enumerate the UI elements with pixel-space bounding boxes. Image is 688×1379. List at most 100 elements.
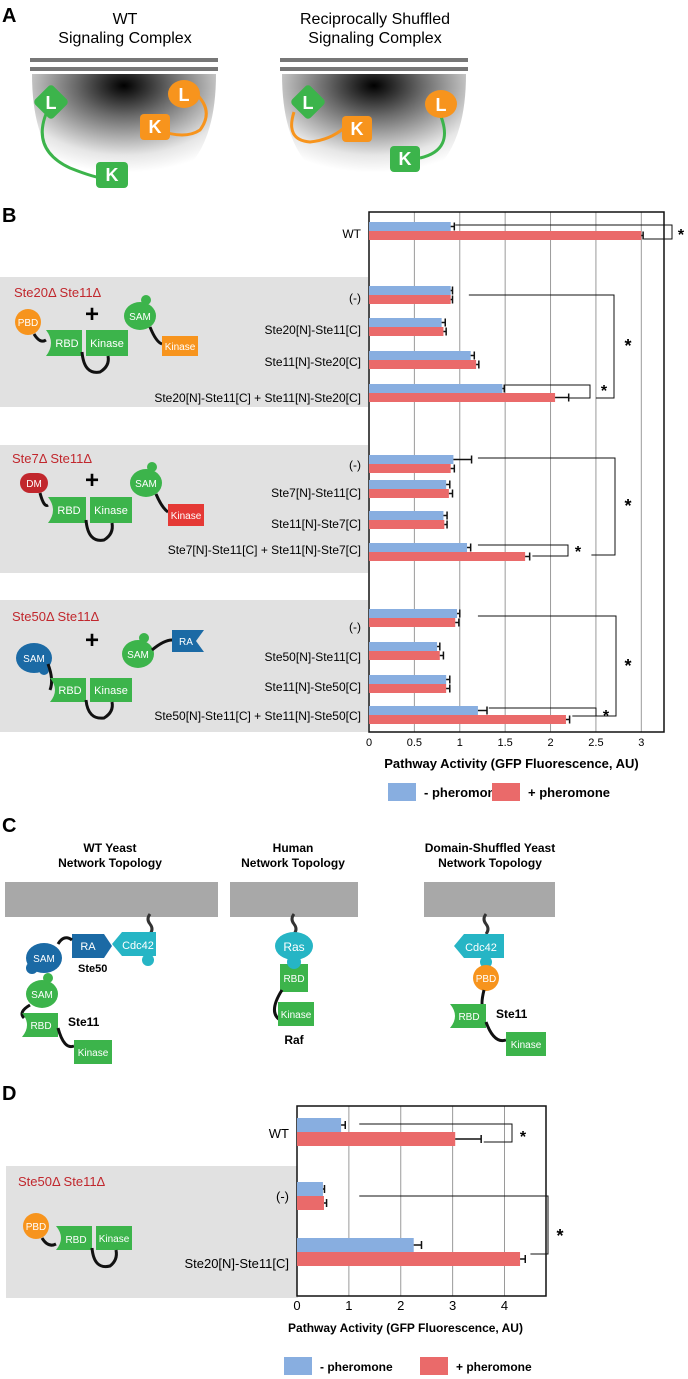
bar-plus-pheromone (369, 489, 449, 498)
bar-plus-pheromone (369, 327, 444, 336)
significance-bracket (477, 457, 616, 556)
category-label: (-) (349, 458, 361, 472)
legend-swatch (388, 783, 416, 801)
bar-plus-pheromone (369, 393, 556, 402)
bar-minus-pheromone (369, 318, 442, 327)
panel-c-title-shuffled-1: Domain-Shuffled Yeast (425, 841, 555, 855)
group-label-ste7: Ste7Δ Ste11Δ (12, 451, 92, 466)
significance-asterisk: * (678, 227, 685, 244)
bar-plus-pheromone (297, 1132, 456, 1146)
significance-bracket (455, 224, 673, 240)
svg-text:+: + (85, 627, 99, 654)
panel-letter-b: B (2, 205, 16, 227)
svg-text:+: + (85, 467, 99, 494)
category-label: Ste11[N]-Ste50[C] (265, 680, 362, 694)
bar-minus-pheromone (369, 511, 444, 520)
legend-label: + pheromone (528, 785, 610, 800)
category-label: Ste50[N]-Ste11[C] (265, 650, 362, 664)
shuffled-node-l-orange: L (425, 90, 457, 118)
svg-text:Kinase: Kinase (171, 511, 202, 522)
panel-letter-c: C (2, 815, 16, 837)
tick-label: 2 (397, 1298, 404, 1313)
svg-text:L: L (436, 95, 447, 115)
significance-asterisk: * (603, 708, 610, 725)
bar-plus-pheromone (369, 295, 451, 304)
membrane-human (230, 882, 358, 917)
bar-minus-pheromone (369, 480, 447, 489)
legend-swatch (284, 1357, 312, 1375)
svg-text:PBD: PBD (476, 974, 497, 985)
wt-node-l-green: L (34, 85, 68, 119)
panel-a-right-title-1: Reciprocally Shuffled (300, 11, 450, 28)
panel-letter-a: A (2, 5, 16, 27)
tick-label: 0.5 (407, 737, 422, 749)
svg-text:Kinase: Kinase (511, 1040, 542, 1051)
x-axis-label: Pathway Activity (GFP Fluorescence, AU) (384, 756, 639, 771)
svg-text:PBD: PBD (26, 1222, 47, 1233)
group-bg-ste50 (0, 600, 368, 732)
svg-text:K: K (351, 119, 364, 139)
shuffled-node-k-green: K (390, 146, 420, 172)
bar-plus-pheromone (369, 651, 440, 660)
category-label: Ste11[N]-Ste7[C] (271, 517, 361, 531)
category-label: (-) (349, 291, 361, 305)
panel-c-title-shuffled-2: Network Topology (438, 856, 542, 870)
membrane-left (30, 58, 218, 71)
svg-text:Kinase: Kinase (94, 685, 128, 697)
svg-text:Ste11: Ste11 (68, 1015, 100, 1029)
panel-letter-d: D (2, 1083, 16, 1105)
svg-text:K: K (149, 117, 162, 137)
category-label: WT (269, 1126, 289, 1141)
legend-label: - pheromone (424, 785, 503, 800)
svg-text:Cdc42: Cdc42 (122, 940, 154, 952)
group-d-diagram: Ste50Δ Ste11Δ PBD RBD Kinase (18, 1174, 132, 1269)
bar-minus-pheromone (297, 1182, 323, 1196)
significance-asterisk: * (575, 544, 582, 561)
legend-label: - pheromone (320, 1360, 393, 1374)
wt-node-l-orange: L (168, 80, 200, 108)
bar-minus-pheromone (369, 543, 468, 552)
bar-minus-pheromone (369, 384, 503, 393)
tick-label: 2.5 (588, 737, 603, 749)
tick-label: 1.5 (498, 737, 513, 749)
svg-text:Kinase: Kinase (78, 1048, 109, 1059)
group-label-ste50: Ste50Δ Ste11Δ (12, 609, 100, 624)
bar-plus-pheromone (369, 618, 456, 627)
shuffled-node-k-orange: K (342, 116, 372, 142)
membrane-right (280, 58, 468, 71)
category-label: (-) (349, 620, 361, 634)
wt-yeast-topology: Cdc42 RA SAM Ste50 SAM RBD Ste11 Kinase (20, 913, 156, 1064)
svg-text:Ste50: Ste50 (78, 963, 107, 975)
category-label: Ste20[N]-Ste11[C] (265, 323, 362, 337)
bar-plus-pheromone (369, 520, 445, 529)
svg-text:RBD: RBD (30, 1021, 51, 1032)
svg-text:+: + (85, 301, 99, 328)
group-ste7-diagram: Ste7Δ Ste11Δ DM RBD Kinase + SAM Kinase (12, 451, 204, 542)
bar-minus-pheromone (369, 609, 458, 618)
tick-label: 4 (501, 1298, 508, 1313)
tick-label: 3 (449, 1298, 456, 1313)
bar-minus-pheromone (369, 675, 447, 684)
svg-text:SAM: SAM (127, 650, 149, 661)
category-label: (-) (276, 1189, 289, 1204)
tick-label: 0 (293, 1298, 300, 1313)
bar-minus-pheromone (369, 706, 478, 715)
svg-text:RBD: RBD (458, 1012, 479, 1023)
wt-node-k-green: K (96, 162, 128, 188)
bar-minus-pheromone (369, 642, 438, 651)
significance-asterisk: * (556, 1226, 563, 1246)
bar-plus-pheromone (369, 684, 447, 693)
shuffled-topology: Cdc42 PBD RBD Ste11 Kinase (450, 913, 546, 1056)
panel-a-left-title-2: Signaling Complex (58, 30, 191, 47)
svg-text:Kinase: Kinase (90, 338, 124, 350)
bar-plus-pheromone (369, 231, 642, 240)
bar-minus-pheromone (369, 222, 451, 231)
svg-text:RBD: RBD (58, 685, 81, 697)
legend-swatch (492, 783, 520, 801)
significance-bracket (359, 1195, 549, 1255)
svg-text:DM: DM (26, 479, 42, 490)
bar-plus-pheromone (297, 1252, 521, 1266)
svg-text:L: L (303, 93, 314, 113)
membrane-wt (5, 882, 218, 917)
